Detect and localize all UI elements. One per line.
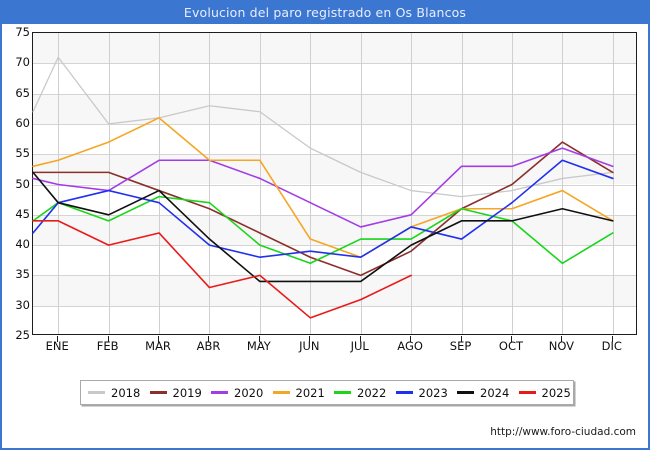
x-tick-label: JUN xyxy=(299,339,320,353)
chart-legend: 2018 2019 2020 2021 2022 2023 2024 2025 xyxy=(80,380,574,405)
legend-label: 2024 xyxy=(480,385,510,400)
series-line-2023 xyxy=(32,159,614,259)
x-tick xyxy=(258,336,260,342)
gridline-v xyxy=(360,33,362,334)
gridline-v xyxy=(411,33,413,334)
legend-item-2023[interactable]: 2023 xyxy=(389,386,451,400)
gridline-v xyxy=(310,33,312,334)
x-tick xyxy=(460,336,462,342)
gridline-h xyxy=(33,123,636,125)
legend-label: 2023 xyxy=(418,385,448,400)
y-tick-label: 35 xyxy=(15,267,30,282)
y-tick-label: 45 xyxy=(15,206,30,221)
legend-swatch-icon xyxy=(88,391,105,394)
series-line-2021 xyxy=(32,117,614,259)
x-tick-label: JUL xyxy=(350,339,369,353)
legend-swatch-icon xyxy=(395,391,413,394)
x-tick-label: NOV xyxy=(548,339,575,353)
x-tick-label: OCT xyxy=(498,339,524,353)
legend-item-2024[interactable]: 2024 xyxy=(450,386,512,400)
legend-label: 2018 xyxy=(111,385,141,400)
gridline-h xyxy=(33,93,636,95)
x-tick xyxy=(57,336,59,342)
y-tick-label: 60 xyxy=(15,115,30,130)
y-tick-label: 75 xyxy=(15,25,30,39)
legend-swatch-icon xyxy=(457,391,474,394)
plot-band xyxy=(33,33,636,64)
x-tick-label: SEP xyxy=(449,339,472,353)
legend-label: 2021 xyxy=(295,385,325,400)
legend-swatch-icon xyxy=(334,391,351,394)
legend-item-2021[interactable]: 2021 xyxy=(266,386,328,400)
legend-swatch-icon xyxy=(272,391,290,394)
x-tick-label: FEB xyxy=(96,339,119,353)
x-tick xyxy=(561,336,563,342)
legend-item-2020[interactable]: 2020 xyxy=(204,386,266,400)
y-tick-label: 50 xyxy=(15,176,30,191)
legend-swatch-icon xyxy=(149,391,167,394)
x-tick xyxy=(611,336,613,342)
x-tick xyxy=(309,336,311,342)
gridline-v xyxy=(108,33,110,334)
x-tick xyxy=(510,336,512,342)
gridline-v xyxy=(562,33,564,334)
x-tick-label: MAY xyxy=(246,339,271,353)
plot-area xyxy=(32,32,637,335)
x-tick-label: ABR xyxy=(196,339,221,353)
gridline-h xyxy=(33,245,636,247)
x-tick xyxy=(410,336,412,342)
gridline-h xyxy=(33,154,636,156)
source-url: http://www.foro-ciudad.com xyxy=(490,426,636,438)
legend-item-2025[interactable]: 2025 xyxy=(512,386,574,400)
series-line-2019 xyxy=(32,141,614,277)
x-tick xyxy=(359,336,361,342)
legend-label: 2019 xyxy=(172,385,202,400)
y-axis-labels: 25 30 35 40 45 50 55 60 65 70 75 xyxy=(2,25,30,342)
legend-item-2018[interactable]: 2018 xyxy=(81,386,143,400)
series-lines xyxy=(32,56,614,319)
y-tick-label: 40 xyxy=(15,237,30,252)
y-tick-label: 30 xyxy=(15,297,30,312)
y-tick-label: 25 xyxy=(15,328,30,342)
y-tick-label: 70 xyxy=(15,55,30,70)
legend-item-2019[interactable]: 2019 xyxy=(143,386,205,400)
x-tick xyxy=(158,336,160,342)
series-line-2018 xyxy=(32,56,614,198)
gridline-h xyxy=(33,63,636,65)
gridline-v xyxy=(159,33,161,334)
legend-item-2022[interactable]: 2022 xyxy=(327,386,389,400)
gridline-v xyxy=(259,33,261,334)
gridline-v xyxy=(58,33,60,334)
gridline-v xyxy=(461,33,463,334)
gridline-v xyxy=(612,33,614,334)
legend-swatch-icon xyxy=(518,391,536,394)
y-tick-label: 65 xyxy=(15,85,30,100)
series-line-2024 xyxy=(32,171,614,283)
legend-label: 2022 xyxy=(357,385,387,400)
series-line-2025 xyxy=(32,220,412,319)
x-tick xyxy=(107,336,109,342)
window-title: Evolucion del paro registrado en Os Blan… xyxy=(2,2,648,24)
gridline-h xyxy=(33,305,636,307)
x-tick xyxy=(208,336,210,342)
x-tick-label: MAR xyxy=(145,339,171,353)
legend-label: 2020 xyxy=(234,385,264,400)
gridline-v xyxy=(209,33,211,334)
gridline-h xyxy=(33,184,636,186)
legend-label: 2025 xyxy=(541,385,571,400)
x-tick-label: AGO xyxy=(397,339,423,353)
legend-swatch-icon xyxy=(211,391,228,394)
x-tick-label: ENE xyxy=(45,339,69,353)
y-tick-label: 55 xyxy=(15,146,30,161)
gridline-h xyxy=(33,214,636,216)
x-tick-label: DIC xyxy=(601,339,622,353)
gridline-h xyxy=(33,275,636,277)
plot-band xyxy=(33,275,636,306)
plot-band xyxy=(33,93,636,124)
